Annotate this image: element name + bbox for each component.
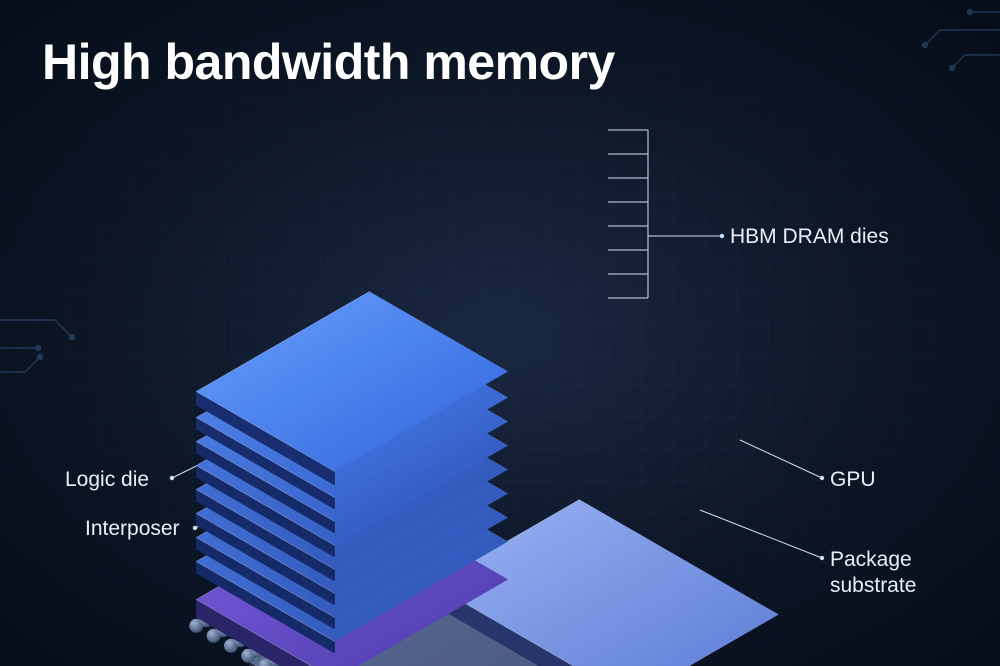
hbm-die-1 bbox=[370, 291, 670, 441]
label-gpu: GPU bbox=[830, 467, 876, 493]
label-hbm-dies: HBM DRAM dies bbox=[730, 224, 889, 250]
label-interposer: Interposer bbox=[85, 516, 180, 542]
decorative-circuit-top-right bbox=[830, 0, 1000, 120]
decorative-circuit-left bbox=[0, 300, 130, 400]
diagram-stage bbox=[500, 359, 501, 360]
label-logic-die: Logic die bbox=[65, 467, 149, 493]
page-title: High bandwidth memory bbox=[42, 36, 615, 89]
